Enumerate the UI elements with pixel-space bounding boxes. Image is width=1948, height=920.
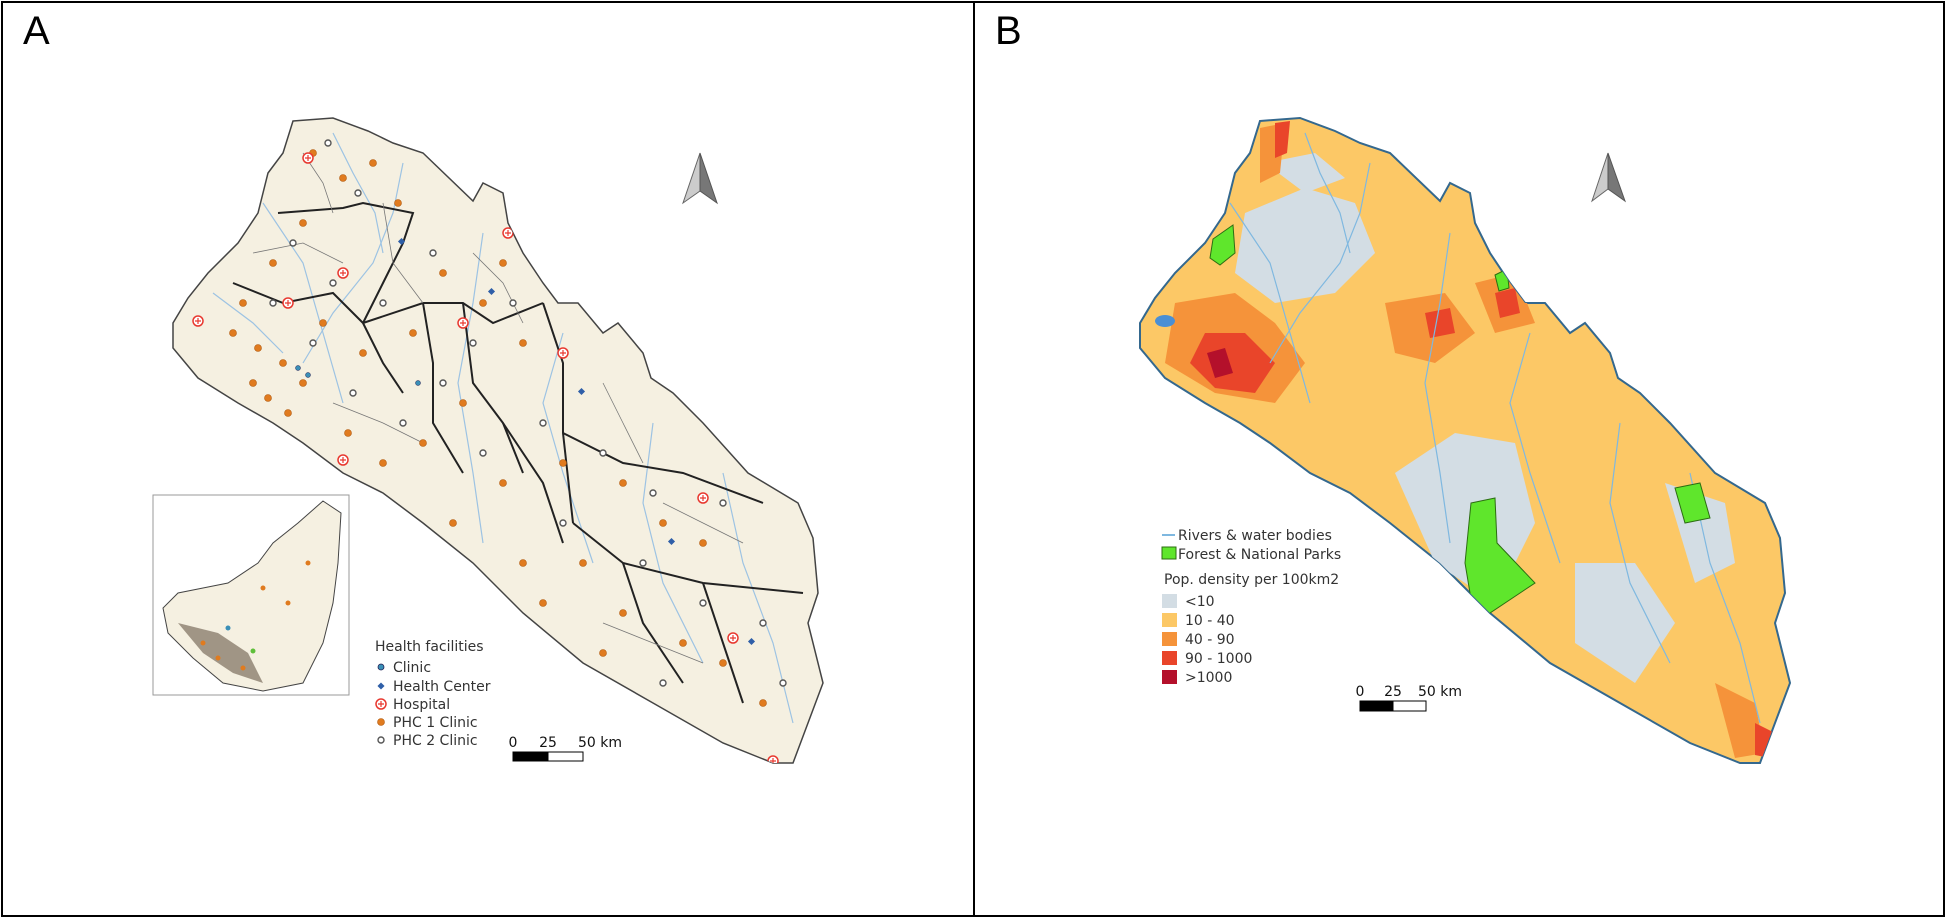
svg-text:Clinic: Clinic [393, 660, 431, 676]
svg-text:90 - 1000: 90 - 1000 [1185, 651, 1252, 667]
country-landmass [172, 117, 824, 764]
svg-text:PHC 2 Clinic: PHC 2 Clinic [393, 733, 478, 749]
scale-bar-b: 0 25 50 km [1356, 684, 1462, 712]
phc2-clinic-icon [377, 736, 385, 744]
density-swatch-icon [1162, 594, 1177, 608]
clinic-icon [377, 663, 385, 671]
svg-text:40 - 90: 40 - 90 [1185, 632, 1235, 648]
density-swatch-icon [1162, 613, 1177, 627]
north-arrow-icon-b [1591, 152, 1626, 203]
lake-shape [1155, 315, 1175, 327]
svg-text:10 - 40: 10 - 40 [1185, 613, 1235, 629]
legend-a-title: Health facilities [375, 639, 484, 655]
panel-b-letter: B [995, 9, 1022, 53]
phc1-clinic-markers [229, 149, 767, 707]
north-arrow-icon [682, 152, 718, 205]
svg-text:<10: <10 [1185, 594, 1215, 610]
legend-b-class-40-90: 40 - 90 [1162, 632, 1235, 648]
legend-b-layer-rivers: Rivers & water bodies [1162, 528, 1332, 544]
scale-b-tick-0: 0 [1356, 684, 1365, 700]
scale-b-tick-25: 25 [1384, 684, 1402, 700]
district-borders [252, 152, 744, 664]
legend-b-class-90-1000: 90 - 1000 [1162, 651, 1252, 667]
health-center-icon [377, 682, 385, 690]
panel-b-population-density-map: B [975, 3, 1943, 915]
population-density-raster [1139, 116, 1792, 764]
svg-text:PHC 1 Clinic: PHC 1 Clinic [393, 715, 478, 731]
phc1-clinic-icon [377, 718, 385, 726]
legend-a-item-clinic: Clinic [377, 660, 431, 676]
svg-text:Forest & National Parks: Forest & National Parks [1178, 547, 1341, 563]
scale-b-tick-50: 50 km [1418, 684, 1462, 700]
scale-a-tick-50: 50 km [578, 735, 622, 751]
phc2-clinic-markers [269, 139, 787, 687]
legend-a-item-phc1: PHC 1 Clinic [377, 715, 478, 731]
svg-text:Hospital: Hospital [393, 697, 450, 713]
population-density-legend: Rivers & water bodies Forest & National … [1161, 528, 1341, 686]
legend-b-class-10-40: 10 - 40 [1162, 613, 1235, 629]
clinic-markers [295, 365, 421, 386]
legend-a-item-health-center: Health Center [377, 679, 491, 695]
density-swatch-icon [1162, 651, 1177, 665]
health-center-markers [397, 237, 756, 646]
map-b-svg: Rivers & water bodies Forest & National … [1139, 116, 1792, 764]
panel-divider [973, 1, 975, 917]
panel-a-health-facilities-map: A [3, 3, 973, 915]
svg-text:Health Center: Health Center [393, 679, 491, 695]
svg-text:Rivers & water bodies: Rivers & water bodies [1178, 528, 1332, 544]
forest-swatch-icon [1161, 546, 1177, 560]
forest-national-parks-layer [1209, 224, 1711, 624]
panel-a-letter: A [23, 9, 50, 53]
density-swatch-icon [1162, 670, 1177, 684]
map-a-svg: Health facilities Clinic Health Center H… [152, 117, 824, 764]
inset-map [152, 494, 350, 696]
scale-a-tick-0: 0 [509, 735, 518, 751]
county-borders [232, 201, 804, 704]
legend-b-class-lt10: <10 [1162, 594, 1215, 610]
legend-a-item-hospital: Hospital [375, 697, 450, 713]
health-facilities-legend: Health facilities Clinic Health Center H… [375, 639, 491, 749]
legend-b-density-title: Pop. density per 100km2 [1164, 572, 1339, 588]
density-swatch-icon [1162, 632, 1177, 646]
scale-a-tick-25: 25 [539, 735, 557, 751]
legend-a-item-phc2: PHC 2 Clinic [377, 733, 478, 749]
svg-text:>1000: >1000 [1185, 670, 1232, 686]
health-facility-markers [192, 139, 787, 763]
legend-b-layer-forest: Forest & National Parks [1161, 546, 1341, 563]
scale-bar-a: 0 25 50 km [509, 735, 622, 762]
legend-b-class-gt1000: >1000 [1162, 670, 1232, 686]
